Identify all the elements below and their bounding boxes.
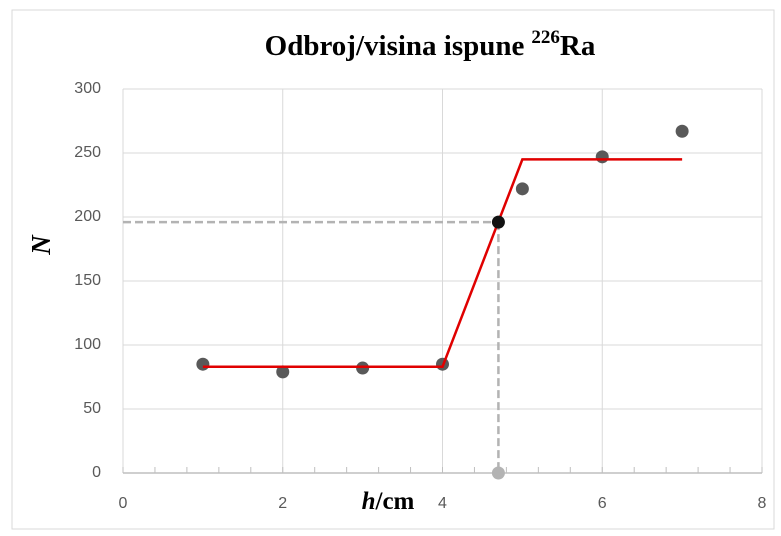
reading-point	[491, 215, 505, 229]
x-label-symbol: h	[362, 488, 376, 515]
data-point	[515, 182, 529, 196]
x-label-unit: /cm	[375, 488, 415, 515]
data-point	[196, 357, 210, 371]
y-tick-label: 300	[74, 80, 101, 97]
y-tick-label: 150	[74, 272, 101, 289]
title-superscript: 226	[531, 27, 560, 48]
chart-border	[11, 9, 775, 530]
fit-line	[202, 158, 683, 369]
y-tick-label: 0	[92, 464, 101, 481]
y-tick-label: 50	[83, 400, 101, 417]
y-tick-label: 250	[74, 144, 101, 161]
x-axis-label: h/cm	[362, 488, 415, 515]
y-tick-label: 200	[74, 208, 101, 225]
reading-axis-point	[491, 466, 505, 480]
data-point	[595, 150, 609, 164]
data-point	[276, 365, 290, 379]
x-tick-label: 4	[438, 495, 447, 512]
x-tick-label: 0	[119, 495, 128, 512]
x-tick-label: 8	[758, 495, 767, 512]
data-point	[675, 124, 689, 138]
y-axis-label: N	[26, 234, 56, 256]
x-tick-label: 2	[278, 495, 287, 512]
y-tick-label: 100	[74, 336, 101, 353]
data-point	[356, 361, 370, 375]
title-text: Odbroj/visina ispune	[265, 30, 525, 62]
chart-title: Odbroj/visina ispune 226Ra	[265, 27, 596, 61]
title-isotope: Ra	[560, 30, 596, 62]
x-tick-label: 6	[598, 495, 607, 512]
